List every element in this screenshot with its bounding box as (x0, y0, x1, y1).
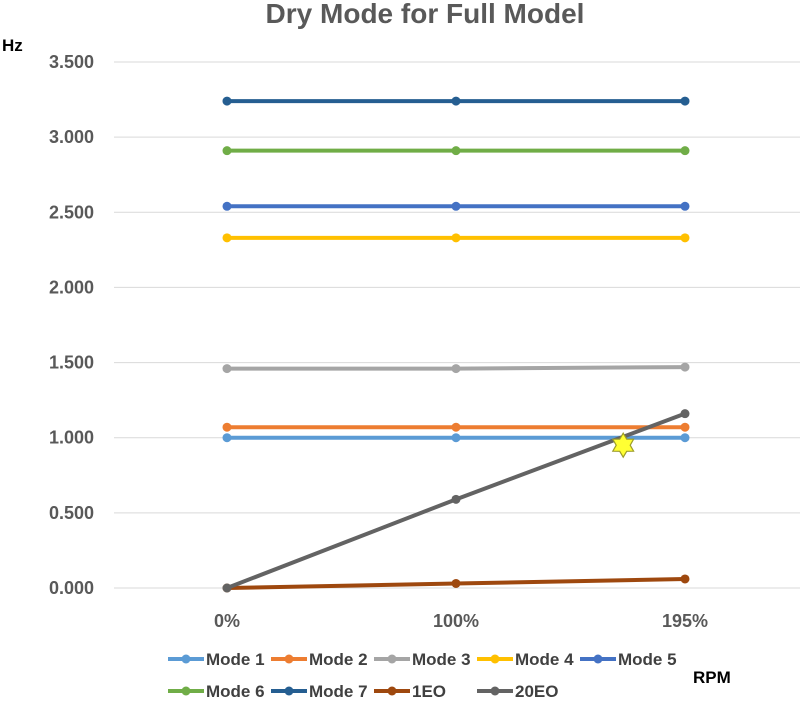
y-tick-label: 2.500 (49, 202, 94, 222)
legend-item-mode-6: Mode 6 (168, 682, 265, 701)
series-mode-3 (222, 362, 690, 374)
legend-item-mode-2: Mode 2 (271, 650, 368, 669)
legend-marker (284, 686, 294, 696)
data-point-mode-4 (222, 233, 232, 243)
y-tick-label: 3.000 (49, 127, 94, 147)
x-tick-labels: 0% 100% 195% (214, 611, 708, 631)
data-point-mode-7 (680, 96, 690, 106)
data-point-20eo (222, 583, 232, 593)
legend-marker (387, 686, 397, 696)
gridlines (114, 61, 800, 589)
data-point-mode-1 (451, 433, 461, 443)
data-point-mode-7 (222, 96, 232, 106)
data-point-mode-4 (451, 233, 461, 243)
legend-marker (181, 654, 191, 664)
legend-label: 20EO (515, 682, 558, 701)
y-axis-label: Hz (2, 36, 23, 55)
x-tick-label: 0% (214, 611, 240, 631)
legend-item-mode-1: Mode 1 (168, 650, 265, 669)
star-marker-icon (611, 432, 635, 459)
data-point-mode-7 (451, 96, 461, 106)
annotations (611, 432, 635, 459)
x-tick-label: 195% (662, 611, 708, 631)
legend-item-mode-4: Mode 4 (477, 650, 574, 669)
legend-item-1eo: 1EO (374, 682, 446, 701)
data-point-mode-5 (680, 201, 690, 211)
y-tick-label: 3.500 (49, 52, 94, 72)
legend-label: Mode 5 (618, 650, 677, 669)
legend-marker (593, 654, 603, 664)
data-point-mode-6 (680, 146, 690, 156)
legend-item-mode-7: Mode 7 (271, 682, 368, 701)
data-point-1eo (451, 578, 461, 588)
legend-label: Mode 2 (309, 650, 368, 669)
legend-label: Mode 6 (206, 682, 265, 701)
y-tick-labels: 0.000 0.500 1.000 1.500 2.000 2.500 3.000 3.500 (49, 52, 94, 598)
series-20eo (222, 409, 690, 593)
legend-label: Mode 7 (309, 682, 368, 701)
legend-item-mode-3: Mode 3 (374, 650, 471, 669)
legend-marker (490, 686, 500, 696)
data-point-mode-4 (680, 233, 690, 243)
legend-marker (387, 654, 397, 664)
data-point-1eo (680, 574, 690, 584)
y-tick-label: 1.500 (49, 353, 94, 373)
legend-item-20eo: 20EO (477, 682, 558, 701)
data-point-mode-2 (451, 422, 461, 432)
data-point-mode-6 (451, 146, 461, 156)
data-point-mode-1 (680, 433, 690, 443)
data-point-mode-5 (222, 201, 232, 211)
legend-label: Mode 4 (515, 650, 574, 669)
data-point-mode-3 (451, 364, 461, 374)
y-tick-label: 0.000 (49, 578, 94, 598)
chart-title: Dry Mode for Full Model (266, 0, 585, 29)
legend-marker (284, 654, 294, 664)
y-tick-label: 1.000 (49, 428, 94, 448)
series-1eo (222, 574, 690, 593)
data-point-mode-6 (222, 146, 232, 156)
legend-marker (181, 686, 191, 696)
x-axis-label: RPM (693, 668, 731, 687)
data-point-mode-3 (222, 364, 232, 374)
legend-item-mode-5: Mode 5 (580, 650, 677, 669)
series-mode-7 (222, 96, 690, 106)
series-mode-2 (222, 422, 690, 432)
data-point-20eo (451, 494, 461, 504)
legend-label: Mode 3 (412, 650, 471, 669)
y-tick-label: 0.500 (49, 503, 94, 523)
data-point-mode-3 (680, 362, 690, 372)
series-mode-5 (222, 201, 690, 211)
data-point-mode-1 (222, 433, 232, 443)
data-point-20eo (680, 409, 690, 419)
legend-marker (490, 654, 500, 664)
data-point-mode-5 (451, 201, 461, 211)
series-mode-6 (222, 146, 690, 156)
data-point-mode-2 (222, 422, 232, 432)
data-point-mode-2 (680, 422, 690, 432)
legend: Mode 1 Mode 2 Mode 3 Mode 4 Mode 5 Mode 6 Mode… (168, 650, 677, 701)
series-layer (222, 96, 690, 593)
legend-label: Mode 1 (206, 650, 265, 669)
x-tick-label: 100% (433, 611, 479, 631)
series-mode-1 (222, 433, 690, 443)
series-mode-4 (222, 233, 690, 243)
y-tick-label: 2.000 (49, 277, 94, 297)
legend-label: 1EO (412, 682, 446, 701)
